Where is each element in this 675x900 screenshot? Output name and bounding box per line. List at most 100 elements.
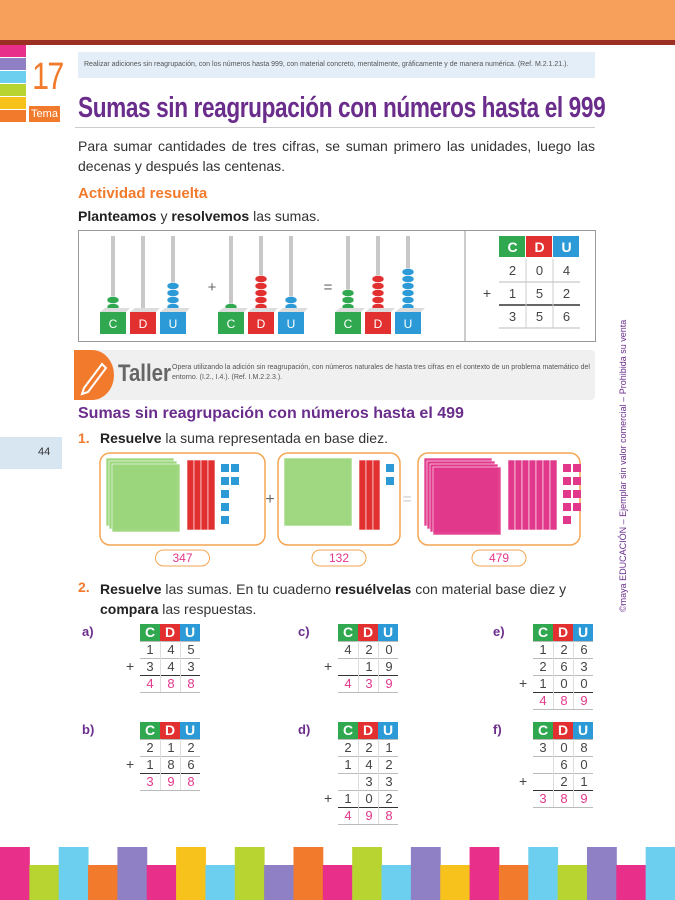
stripe <box>146 865 177 900</box>
base-ten-panel: 347 132 479 + = <box>99 452 581 567</box>
digit: 4 <box>160 641 181 658</box>
row-rule <box>140 675 200 676</box>
rod-base <box>130 312 156 334</box>
text: las respuestas. <box>158 601 257 617</box>
digit: 1 <box>160 739 181 756</box>
stripe <box>0 847 30 900</box>
unit-cube <box>563 503 571 511</box>
problem-bottom <box>338 692 398 693</box>
bead <box>254 275 268 283</box>
unit-cube <box>221 464 229 472</box>
bead <box>371 289 385 297</box>
rod-base-top <box>130 308 160 312</box>
place-label: D <box>374 317 383 331</box>
header-cell: U <box>573 722 594 739</box>
digit: 0 <box>553 739 574 756</box>
row-rule <box>533 658 593 659</box>
rod-base-top <box>160 308 190 312</box>
stripe <box>293 847 324 900</box>
result-digit: 4 <box>344 808 352 823</box>
result-digit: 8 <box>553 692 574 709</box>
header-cell: C <box>140 624 161 641</box>
stripe <box>557 865 588 900</box>
row-rule <box>533 756 593 757</box>
digit: 1 <box>509 286 516 301</box>
digit: 0 <box>378 641 399 658</box>
bead <box>401 296 415 304</box>
hundred-flat <box>432 466 502 536</box>
digit: 6 <box>573 641 594 658</box>
bead <box>341 296 355 304</box>
digit: 5 <box>180 641 201 658</box>
ten-rod <box>514 459 523 531</box>
result-digit: 8 <box>160 675 181 692</box>
problem-letter: b) <box>82 722 95 737</box>
place-label: D <box>257 317 266 331</box>
digit: 2 <box>146 740 154 755</box>
problem-bottom <box>338 824 398 825</box>
rod-base <box>160 312 186 334</box>
row-rule <box>140 658 200 659</box>
ten-rod <box>200 459 209 531</box>
unit-cube <box>221 503 229 511</box>
stripe <box>469 847 500 900</box>
bold-text: resolvemos <box>171 208 250 224</box>
unit-cube <box>573 490 581 498</box>
bead <box>254 289 268 297</box>
header-cell: D <box>358 624 379 641</box>
digit: 0 <box>573 675 594 692</box>
digit: 1 <box>539 676 547 691</box>
ten-rod <box>528 459 537 531</box>
stripe <box>528 847 559 900</box>
result-digit: 9 <box>160 773 181 790</box>
row-rule <box>338 790 398 791</box>
stripe <box>0 71 26 83</box>
row-rule <box>533 641 593 642</box>
stripe <box>0 58 26 70</box>
unit-cube <box>563 490 571 498</box>
digit: 0 <box>573 756 594 773</box>
operator: = <box>402 491 411 508</box>
digit: 3 <box>509 309 516 324</box>
text: y <box>156 208 172 224</box>
stripe <box>440 865 471 900</box>
result-digit: 9 <box>573 790 594 807</box>
row-rule <box>140 773 200 774</box>
rod-base-top <box>278 308 308 312</box>
digit: 1 <box>146 757 154 772</box>
activity-instruction: Planteamos y resolvemos las sumas. <box>78 208 320 224</box>
top-line <box>0 40 675 45</box>
bold-text: Planteamos <box>78 208 157 224</box>
digit: 4 <box>160 658 181 675</box>
problem-letter: e) <box>493 624 505 639</box>
unit-cube <box>563 477 571 485</box>
digit: 2 <box>563 286 570 301</box>
place-label: C <box>227 317 236 331</box>
rod-base <box>100 312 126 334</box>
bead <box>401 275 415 283</box>
exercise-number: 1. <box>78 430 90 446</box>
digit: 2 <box>378 790 399 807</box>
bead <box>401 268 415 276</box>
ten-rod <box>507 459 516 531</box>
rod-base-top <box>365 308 395 312</box>
row-rule <box>338 739 398 740</box>
digit: 1 <box>344 757 352 772</box>
value-pill <box>311 549 367 567</box>
problem-bottom <box>140 790 200 791</box>
row-rule <box>338 641 398 642</box>
unit-cube <box>563 516 571 524</box>
unit-cube <box>231 464 239 472</box>
stripe <box>645 847 675 900</box>
problem-bottom <box>533 709 593 710</box>
digit: 4 <box>344 642 352 657</box>
rod-base <box>278 312 304 334</box>
unit-cube <box>386 477 394 485</box>
stripe <box>117 847 148 900</box>
stripe <box>264 865 294 900</box>
problem-letter: c) <box>298 624 310 639</box>
header-cell: D <box>160 624 181 641</box>
unit-cube <box>231 477 239 485</box>
place-label: C <box>109 317 118 331</box>
digit: 2 <box>344 740 352 755</box>
